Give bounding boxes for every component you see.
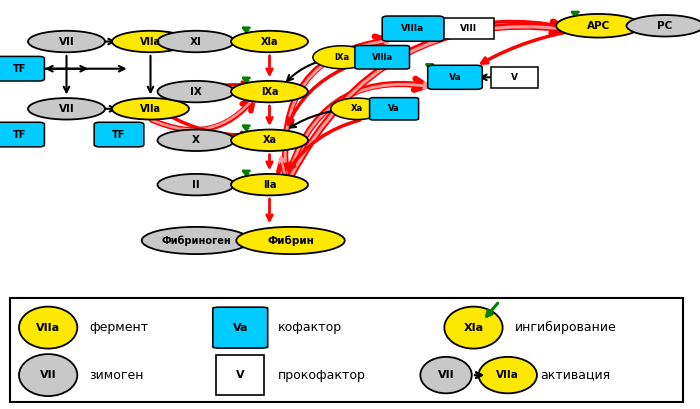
Text: VII: VII: [59, 36, 74, 47]
Text: V: V: [511, 73, 518, 82]
Ellipse shape: [28, 31, 105, 52]
FancyBboxPatch shape: [94, 122, 144, 147]
Text: V: V: [236, 370, 244, 380]
FancyBboxPatch shape: [370, 98, 419, 120]
Ellipse shape: [237, 227, 344, 254]
Ellipse shape: [231, 81, 308, 102]
Ellipse shape: [158, 174, 234, 196]
FancyBboxPatch shape: [0, 56, 45, 81]
Ellipse shape: [142, 227, 251, 254]
Ellipse shape: [479, 357, 537, 393]
Text: кофактор: кофактор: [278, 321, 342, 334]
Ellipse shape: [420, 357, 472, 393]
Text: Фибриноген: Фибриноген: [161, 235, 231, 246]
Ellipse shape: [330, 98, 384, 119]
FancyBboxPatch shape: [216, 355, 265, 395]
Ellipse shape: [444, 307, 503, 348]
Text: активация: активация: [540, 369, 611, 382]
Text: фермент: фермент: [90, 321, 148, 334]
Ellipse shape: [556, 14, 641, 38]
Text: Фибрин: Фибрин: [267, 235, 314, 246]
Ellipse shape: [158, 31, 234, 52]
Text: PC: PC: [657, 21, 673, 31]
Text: X: X: [192, 135, 200, 145]
Ellipse shape: [19, 354, 77, 396]
Ellipse shape: [231, 174, 308, 196]
FancyBboxPatch shape: [213, 307, 267, 348]
FancyBboxPatch shape: [382, 16, 444, 41]
Text: XIa: XIa: [260, 36, 279, 47]
Text: TF: TF: [112, 130, 126, 139]
Ellipse shape: [28, 98, 105, 119]
Text: XIa: XIa: [463, 323, 484, 333]
Text: VIIa: VIIa: [496, 370, 519, 380]
FancyBboxPatch shape: [355, 45, 409, 69]
Text: VIII: VIII: [461, 24, 477, 33]
FancyBboxPatch shape: [0, 122, 45, 147]
Text: TF: TF: [13, 130, 27, 139]
Ellipse shape: [112, 98, 189, 119]
Text: IXa: IXa: [260, 87, 279, 97]
Text: ингибирование: ингибирование: [514, 321, 617, 334]
Text: IXa: IXa: [334, 53, 349, 62]
Text: VIIIa: VIIIa: [372, 53, 393, 62]
Text: Xa: Xa: [351, 104, 363, 113]
Text: Va: Va: [389, 104, 400, 113]
Text: TF: TF: [13, 64, 27, 74]
FancyBboxPatch shape: [444, 18, 494, 39]
Text: Va: Va: [449, 73, 461, 82]
FancyBboxPatch shape: [491, 67, 538, 88]
Text: зимоген: зимоген: [90, 369, 144, 382]
Text: прокофактор: прокофактор: [278, 369, 366, 382]
Ellipse shape: [313, 46, 370, 69]
Text: Xa: Xa: [262, 135, 276, 145]
Ellipse shape: [626, 15, 700, 36]
Ellipse shape: [112, 31, 189, 52]
Text: II: II: [192, 180, 200, 190]
Text: Va: Va: [232, 323, 248, 333]
Text: VII: VII: [40, 370, 57, 380]
Text: IIa: IIa: [262, 180, 276, 190]
Ellipse shape: [231, 130, 308, 151]
Ellipse shape: [158, 130, 234, 151]
FancyBboxPatch shape: [428, 65, 482, 89]
Text: XI: XI: [190, 36, 202, 47]
FancyBboxPatch shape: [10, 298, 682, 402]
Ellipse shape: [19, 307, 77, 348]
Text: VIIa: VIIa: [36, 323, 60, 333]
Text: IX: IX: [190, 87, 202, 97]
Text: VIIa: VIIa: [140, 104, 161, 114]
Text: VIIIa: VIIIa: [401, 24, 425, 33]
Ellipse shape: [231, 31, 308, 52]
Text: APC: APC: [587, 21, 610, 31]
Ellipse shape: [158, 81, 234, 102]
Text: VIIa: VIIa: [140, 36, 161, 47]
Text: VII: VII: [59, 104, 74, 114]
Text: VII: VII: [438, 370, 454, 380]
